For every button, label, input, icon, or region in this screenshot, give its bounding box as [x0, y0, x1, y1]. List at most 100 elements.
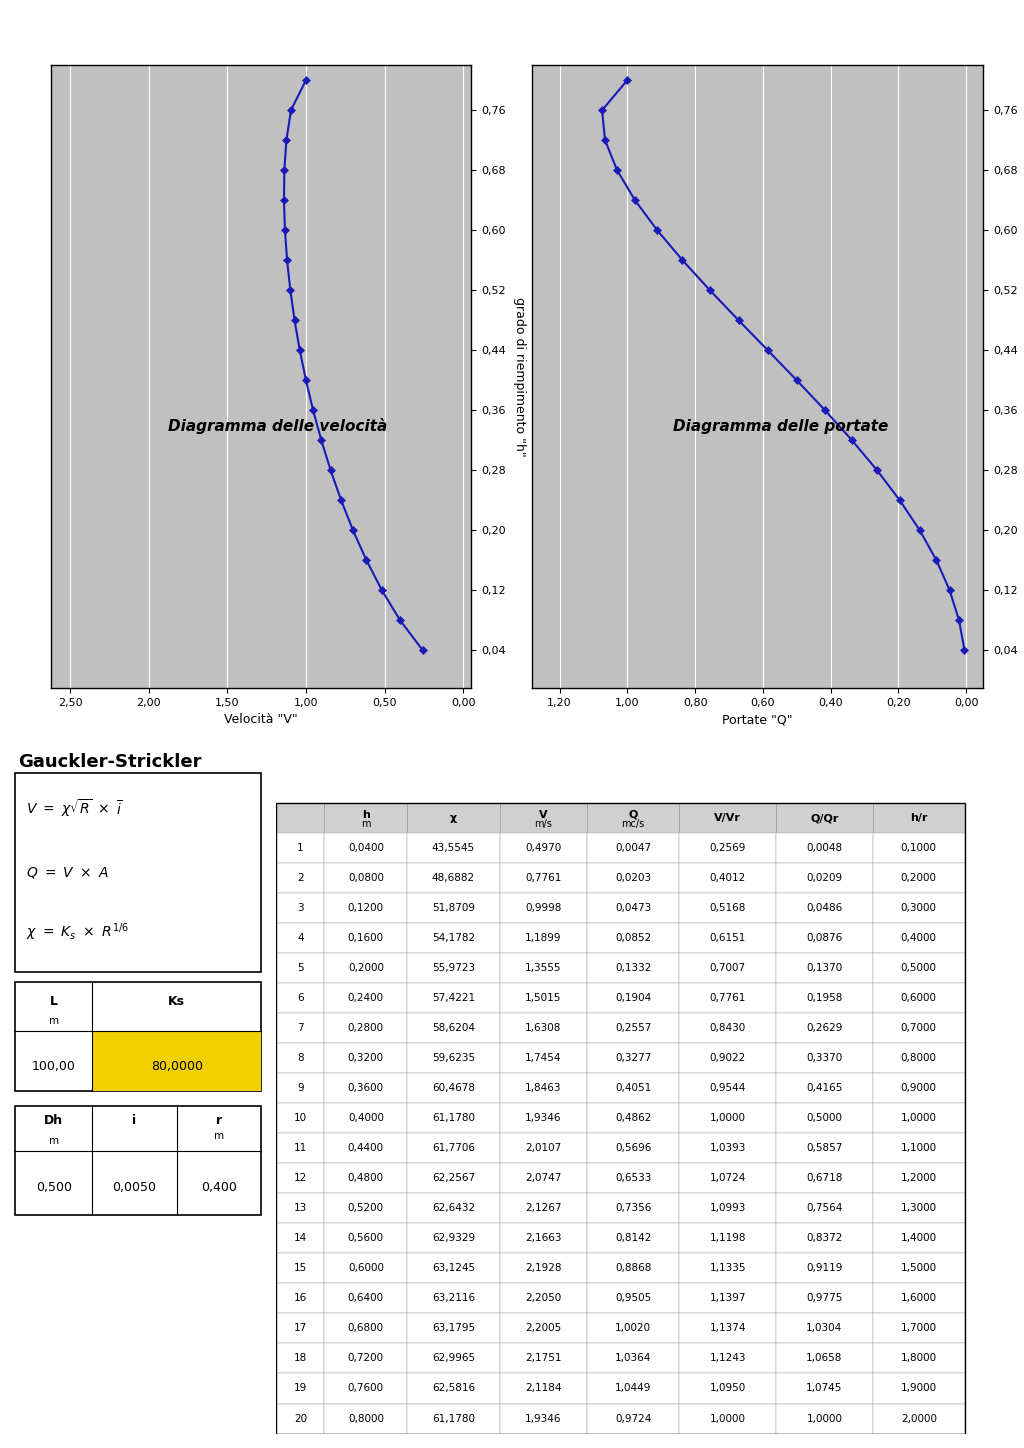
- Text: m: m: [49, 1016, 58, 1027]
- Bar: [500, 1014, 587, 1043]
- Bar: [776, 1283, 872, 1313]
- Bar: [872, 1374, 965, 1403]
- Bar: [679, 1073, 776, 1103]
- Bar: [587, 983, 679, 1014]
- Bar: [408, 1103, 500, 1134]
- Bar: [408, 1043, 500, 1073]
- Text: 0,1958: 0,1958: [806, 993, 843, 1003]
- Text: 0,1600: 0,1600: [348, 933, 384, 943]
- Text: 1,0449: 1,0449: [615, 1383, 651, 1393]
- Text: 10: 10: [294, 1114, 307, 1124]
- Bar: [15, 773, 261, 972]
- Text: 1,3000: 1,3000: [901, 1203, 937, 1213]
- Text: 100,00: 100,00: [32, 1060, 76, 1073]
- Text: 1,9346: 1,9346: [525, 1413, 561, 1423]
- Text: 0,8430: 0,8430: [710, 1024, 745, 1034]
- Text: 2,1184: 2,1184: [525, 1383, 561, 1393]
- Text: 0,500: 0,500: [36, 1182, 72, 1195]
- Text: 0,3370: 0,3370: [806, 1053, 843, 1063]
- Text: 1,7000: 1,7000: [901, 1323, 937, 1334]
- Text: 1,3555: 1,3555: [525, 963, 561, 973]
- Bar: [872, 863, 965, 893]
- Bar: [587, 893, 679, 924]
- Text: 0,6400: 0,6400: [348, 1293, 384, 1303]
- Bar: [500, 1043, 587, 1073]
- Bar: [872, 1014, 965, 1043]
- Bar: [587, 1224, 679, 1254]
- Text: 62,9329: 62,9329: [432, 1234, 475, 1244]
- Bar: [276, 893, 325, 924]
- Bar: [872, 953, 965, 983]
- Text: 0,9505: 0,9505: [615, 1293, 651, 1303]
- Text: 0,7007: 0,7007: [710, 963, 745, 973]
- Bar: [325, 1254, 408, 1283]
- Text: 19: 19: [294, 1383, 307, 1393]
- Bar: [408, 1014, 500, 1043]
- Text: 62,5816: 62,5816: [432, 1383, 475, 1393]
- Text: m/s: m/s: [535, 820, 552, 830]
- Bar: [276, 1403, 325, 1434]
- Bar: [276, 1313, 325, 1344]
- Bar: [325, 1224, 408, 1254]
- Bar: [872, 893, 965, 924]
- Bar: [408, 833, 500, 863]
- Bar: [325, 1073, 408, 1103]
- Text: 1,0000: 1,0000: [901, 1114, 937, 1124]
- Bar: [325, 1134, 408, 1163]
- Text: 1,1335: 1,1335: [710, 1264, 745, 1273]
- Bar: [587, 1374, 679, 1403]
- Text: 0,0800: 0,0800: [348, 873, 384, 883]
- Text: 61,7706: 61,7706: [432, 1144, 475, 1154]
- Text: 0,7200: 0,7200: [348, 1354, 384, 1364]
- Bar: [500, 893, 587, 924]
- Text: 62,9965: 62,9965: [432, 1354, 475, 1364]
- Text: 0,3000: 0,3000: [901, 904, 937, 914]
- Bar: [587, 863, 679, 893]
- Text: 0,6000: 0,6000: [901, 993, 937, 1003]
- Bar: [408, 1224, 500, 1254]
- Bar: [276, 1014, 325, 1043]
- Bar: [679, 1134, 776, 1163]
- Bar: [679, 1313, 776, 1344]
- Bar: [776, 1134, 872, 1163]
- Text: 0,1904: 0,1904: [615, 993, 651, 1003]
- Bar: [872, 1193, 965, 1224]
- Text: 0,400: 0,400: [201, 1182, 237, 1195]
- Text: 1,0000: 1,0000: [710, 1413, 745, 1423]
- Bar: [408, 924, 500, 953]
- Bar: [872, 1344, 965, 1374]
- Bar: [587, 1103, 679, 1134]
- Text: 0,0473: 0,0473: [615, 904, 651, 914]
- Text: 0,9119: 0,9119: [806, 1264, 843, 1273]
- Bar: [276, 1283, 325, 1313]
- Bar: [325, 953, 408, 983]
- Text: 0,5000: 0,5000: [806, 1114, 843, 1124]
- Bar: [872, 1224, 965, 1254]
- Bar: [587, 1073, 679, 1103]
- Bar: [679, 893, 776, 924]
- Bar: [276, 1344, 325, 1374]
- Bar: [587, 1254, 679, 1283]
- Bar: [325, 1313, 408, 1344]
- Bar: [679, 863, 776, 893]
- Text: 0,2569: 0,2569: [710, 843, 745, 853]
- Bar: [679, 1163, 776, 1193]
- Text: 0,4051: 0,4051: [615, 1083, 651, 1093]
- Text: 1,0393: 1,0393: [710, 1144, 745, 1154]
- Bar: [776, 804, 872, 833]
- Text: 0,2000: 0,2000: [348, 963, 384, 973]
- Bar: [276, 1134, 325, 1163]
- Bar: [15, 982, 261, 1090]
- Text: 0,8868: 0,8868: [615, 1264, 651, 1273]
- Bar: [500, 1344, 587, 1374]
- Text: 57,4221: 57,4221: [432, 993, 475, 1003]
- Text: 0,6533: 0,6533: [615, 1173, 651, 1183]
- Bar: [587, 1193, 679, 1224]
- Bar: [500, 983, 587, 1014]
- Text: 0,9998: 0,9998: [525, 904, 561, 914]
- Bar: [872, 1313, 965, 1344]
- Bar: [325, 1374, 408, 1403]
- Bar: [776, 924, 872, 953]
- Text: r: r: [216, 1115, 222, 1127]
- Text: 2: 2: [297, 873, 304, 883]
